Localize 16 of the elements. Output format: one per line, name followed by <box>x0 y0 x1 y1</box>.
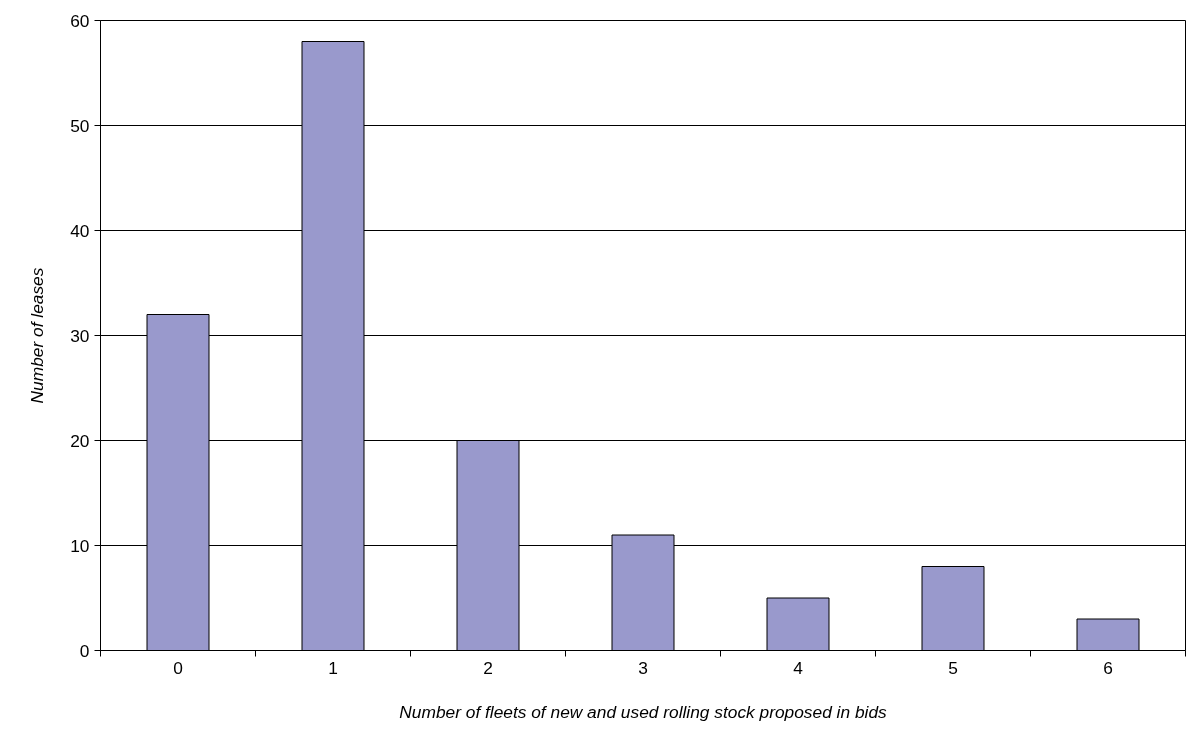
y-tick-label: 30 <box>70 325 90 346</box>
y-tick-label: 50 <box>70 115 90 136</box>
y-axis-title: Number of leases <box>27 267 48 404</box>
y-tick-label: 10 <box>70 535 90 556</box>
y-tick-label: 60 <box>70 10 90 31</box>
y-tick-label: 40 <box>70 220 90 241</box>
x-tick-label: 3 <box>638 657 648 678</box>
x-tick-label: 2 <box>483 657 493 678</box>
x-tick-label: 4 <box>793 657 804 678</box>
x-tick-label: 5 <box>948 657 958 678</box>
y-tick-label: 20 <box>70 430 90 451</box>
y-tick-label: 0 <box>79 640 90 661</box>
x-tick-label: 0 <box>173 657 183 678</box>
x-axis-title: Number of fleets of new and used rolling stock proposed in bids <box>399 701 888 722</box>
x-tick-label: 6 <box>1103 657 1113 678</box>
x-tick-label: 1 <box>328 657 338 678</box>
